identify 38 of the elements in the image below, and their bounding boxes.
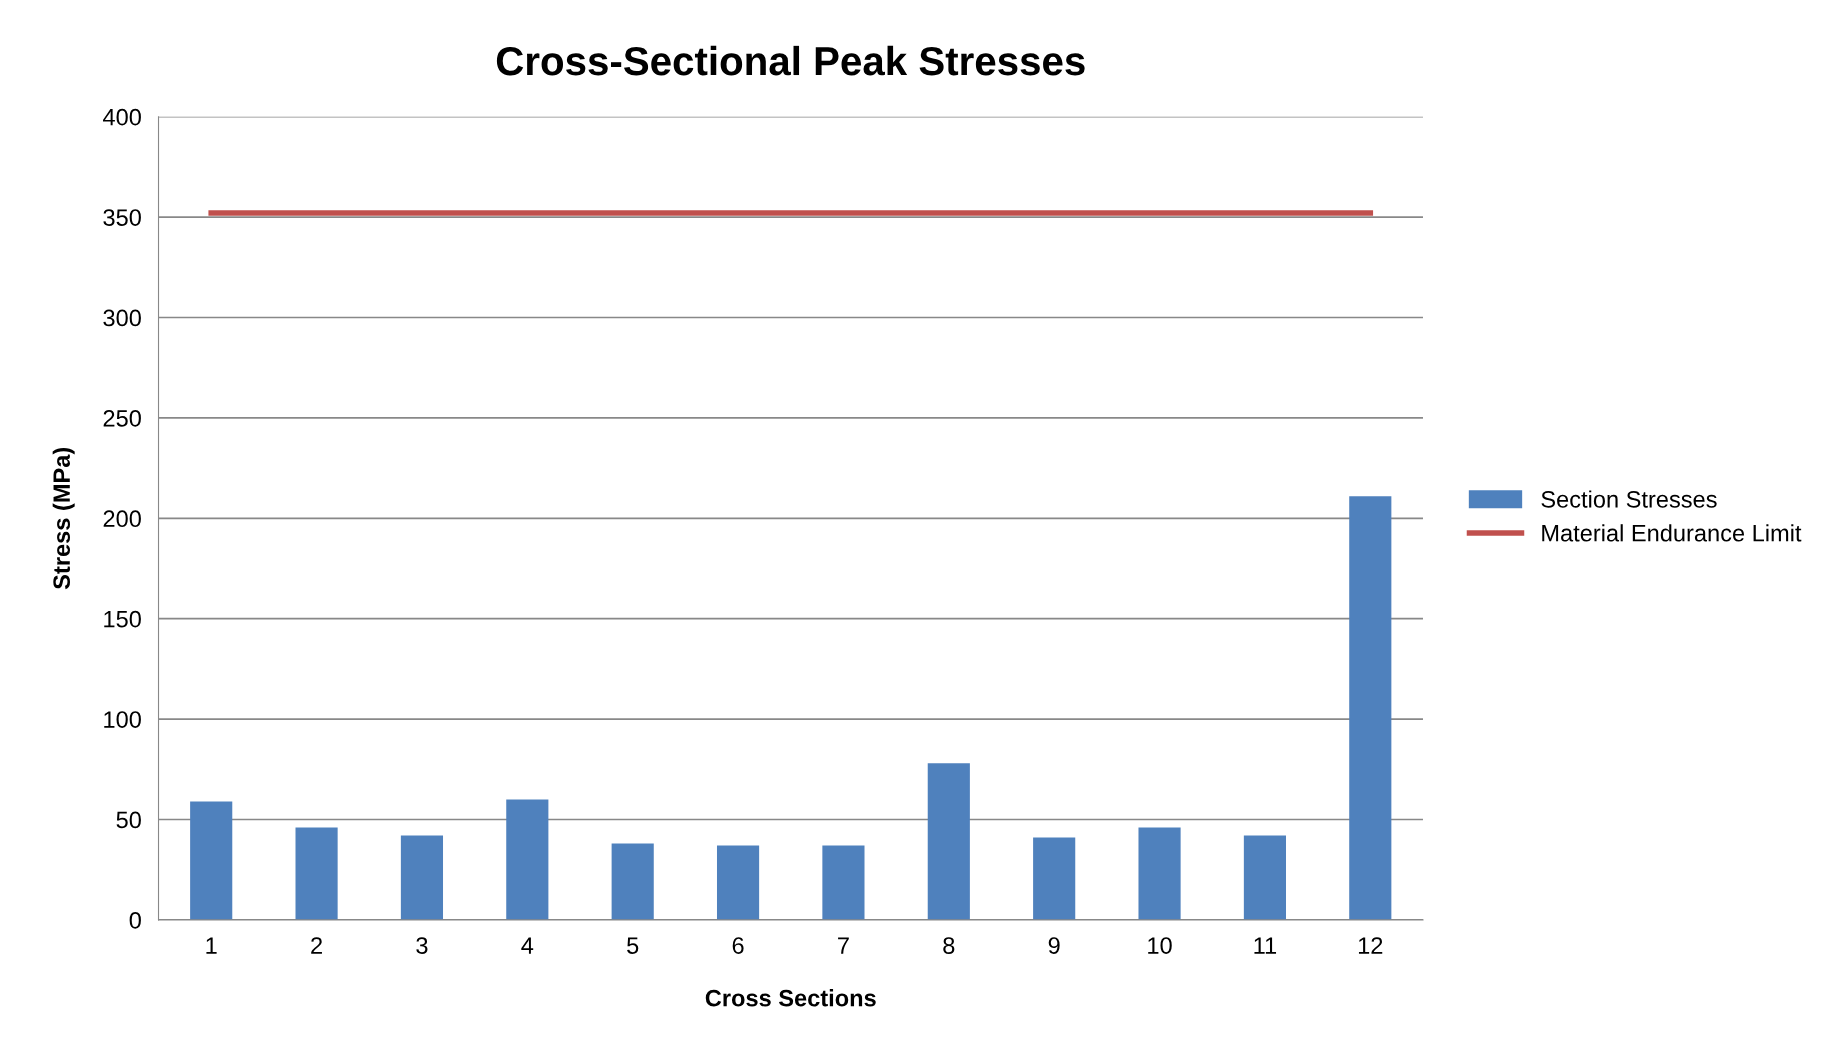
x-tick-label: 6 xyxy=(732,937,744,954)
x-tick-label: 4 xyxy=(521,937,534,954)
bar xyxy=(400,835,444,920)
x-tick-label: 7 xyxy=(838,937,849,954)
y-tick-label: 100 xyxy=(104,711,141,728)
y-tick-label: 200 xyxy=(103,510,141,528)
x-tick-label: 3 xyxy=(416,937,428,954)
y-tick-label: 400 xyxy=(103,108,141,126)
x-tick-label: 12 xyxy=(1358,937,1383,954)
y-tick-label: 350 xyxy=(103,209,141,226)
y-tick-label: 300 xyxy=(103,309,141,327)
y-tick-label: 150 xyxy=(104,610,141,628)
x-tick-label: 1 xyxy=(206,937,217,954)
y-tick-label: 50 xyxy=(116,811,141,829)
x-tick-label: 8 xyxy=(943,937,955,954)
bar xyxy=(295,827,338,920)
bar xyxy=(190,801,233,920)
bar xyxy=(1033,837,1076,920)
legend-label: Material Endurance Limit xyxy=(1542,524,1802,542)
chart-title: Cross-Sectional Peak Stresses xyxy=(496,45,1085,76)
bar xyxy=(1349,496,1392,920)
x-tick-label: 9 xyxy=(1048,937,1060,954)
x-axis-title: Cross Sections xyxy=(705,989,876,1007)
x-tick-label: 5 xyxy=(627,937,639,954)
x-tick-label: 11 xyxy=(1254,937,1277,954)
bar xyxy=(822,845,865,920)
x-tick-label: 10 xyxy=(1148,937,1172,954)
y-axis-title: Stress (MPa) xyxy=(52,447,75,590)
x-tick-label: 2 xyxy=(311,937,322,954)
legend-label: Section Stresses xyxy=(1541,490,1717,508)
bar xyxy=(611,843,654,920)
bar xyxy=(927,763,970,920)
bar xyxy=(506,799,549,920)
bar xyxy=(716,845,760,920)
bar xyxy=(1243,835,1286,920)
bar xyxy=(1138,827,1181,920)
y-tick-label: 250 xyxy=(103,409,141,427)
y-tick-label: 0 xyxy=(129,911,141,929)
